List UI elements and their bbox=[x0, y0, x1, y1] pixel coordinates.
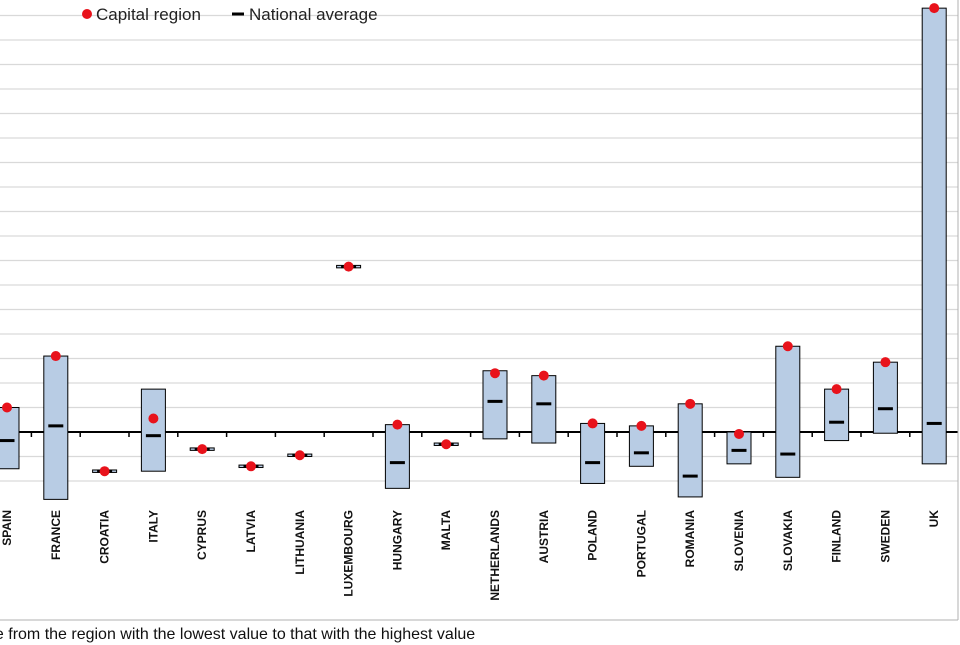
category-label-spain: SPAIN bbox=[0, 510, 14, 546]
legend: Capital region National average bbox=[82, 5, 378, 24]
category-label-sweden: SWEDEN bbox=[878, 510, 892, 563]
category-label-portugal: PORTUGAL bbox=[634, 510, 648, 577]
category-label-lithuania: LITHUANIA bbox=[293, 510, 307, 575]
range-box-spain bbox=[0, 407, 20, 470]
capital-marker-slovakia bbox=[782, 341, 793, 352]
range-box-poland bbox=[580, 422, 606, 484]
capital-marker-spain bbox=[2, 402, 12, 413]
category-label-romania: ROMANIA bbox=[683, 510, 697, 568]
category-label-latvia: LATVIA bbox=[244, 510, 258, 553]
gridlines bbox=[0, 14, 958, 482]
capital-marker-portugal bbox=[636, 420, 647, 431]
capital-marker-luxembourg bbox=[343, 261, 354, 272]
legend-capital-label: Capital region bbox=[96, 5, 201, 24]
category-label-malta: MALTA bbox=[439, 510, 453, 551]
capital-marker-latvia bbox=[246, 461, 256, 472]
range-box-slovakia bbox=[775, 345, 801, 478]
capital-marker-uk bbox=[929, 3, 940, 14]
category-label-poland: POLAND bbox=[586, 510, 600, 561]
category-label-croatia: CROATIA bbox=[98, 510, 112, 564]
range-box-portugal bbox=[628, 425, 654, 467]
range-box-france bbox=[43, 355, 69, 500]
capital-marker-poland bbox=[587, 418, 598, 429]
capital-marker-malta bbox=[441, 439, 452, 450]
category-label-italy: ITALY bbox=[146, 510, 160, 543]
category-label-france: FRANCE bbox=[49, 510, 63, 560]
capital-marker-hungary bbox=[392, 419, 403, 430]
footnote: ge from the region with the lowest value… bbox=[0, 626, 476, 643]
range-box-austria bbox=[531, 375, 557, 444]
category-label-uk: UK bbox=[927, 510, 941, 528]
capital-marker-italy bbox=[148, 413, 159, 424]
category-label-slovakia: SLOVAKIA bbox=[781, 510, 795, 571]
legend-national-label: National average bbox=[249, 5, 378, 24]
capital-region-markers bbox=[2, 3, 940, 477]
category-label-luxembourg: LUXEMBOURG bbox=[342, 510, 356, 597]
category-labels: SPAIN FRANCE CROATIA ITALY CYPRUS LATVIA LITHU… bbox=[0, 510, 941, 601]
category-label-finland: FINLAND bbox=[830, 510, 844, 563]
category-label-hungary: HUNGARY bbox=[390, 510, 404, 570]
capital-marker-lithuania bbox=[294, 450, 305, 461]
capital-marker-netherlands bbox=[490, 368, 500, 379]
capital-marker-romania bbox=[685, 398, 696, 409]
range-box-finland bbox=[824, 388, 850, 442]
range-box-uk bbox=[921, 7, 947, 465]
capital-marker-cyprus bbox=[197, 444, 208, 455]
capital-marker-finland bbox=[831, 384, 842, 395]
range-box-slovenia bbox=[726, 431, 752, 465]
capital-marker-france bbox=[50, 351, 61, 362]
range-box-italy bbox=[140, 388, 166, 472]
range-boxes bbox=[0, 7, 947, 500]
capital-marker-austria bbox=[538, 370, 549, 381]
capital-marker-slovenia bbox=[734, 428, 744, 439]
range-box-hungary bbox=[384, 424, 410, 489]
range-box-romania bbox=[677, 403, 703, 498]
capital-marker-croatia bbox=[99, 466, 110, 477]
category-label-netherlands: NETHERLANDS bbox=[488, 510, 502, 601]
legend-capital-marker bbox=[82, 9, 92, 19]
category-label-austria: AUSTRIA bbox=[537, 510, 551, 564]
capital-marker-sweden bbox=[880, 357, 891, 368]
range-box-netherlands bbox=[482, 370, 508, 440]
category-label-cyprus: CYPRUS bbox=[195, 510, 209, 560]
category-label-slovenia: SLOVENIA bbox=[732, 510, 746, 572]
range-box-sweden bbox=[872, 361, 898, 434]
